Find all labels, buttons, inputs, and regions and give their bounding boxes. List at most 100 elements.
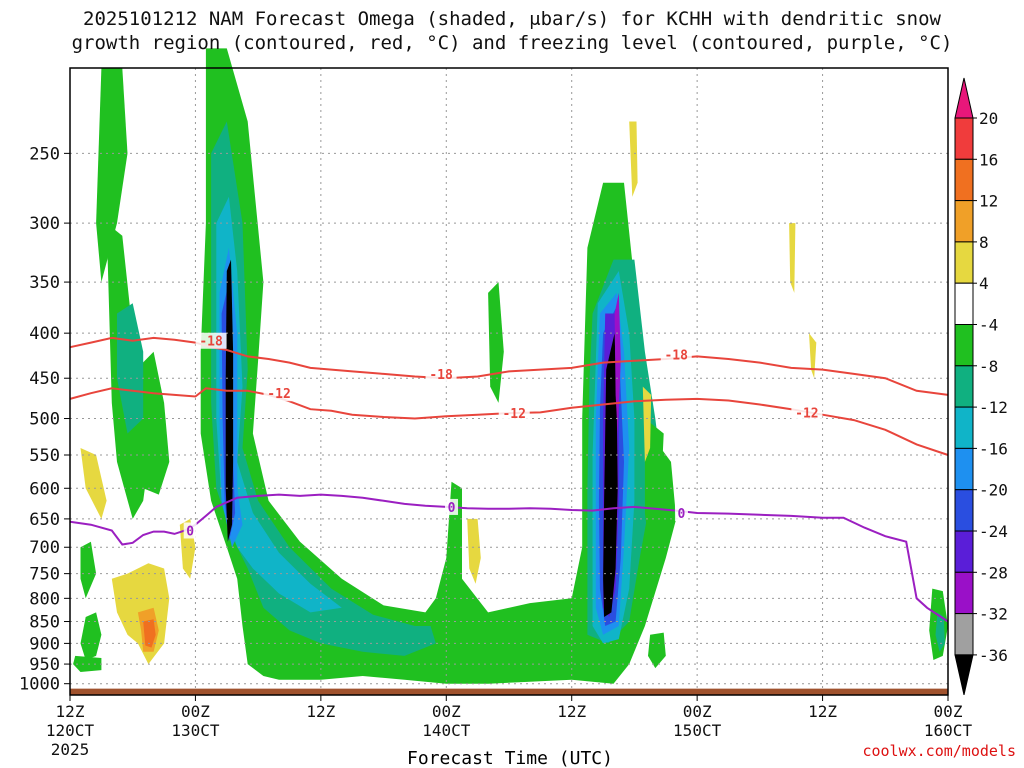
omega-shading <box>73 48 948 684</box>
contour-label-5: -12 <box>795 406 818 421</box>
y-tick-label-450: 450 <box>29 369 60 389</box>
x-tick-label-5: 00Z <box>683 702 712 721</box>
colorbar-label-4: 4 <box>979 274 989 293</box>
colorbar-box-8 <box>954 406 974 449</box>
y-tick-label-350: 350 <box>29 273 60 293</box>
x-tick-label-4: 12Z <box>557 702 586 721</box>
omega-area-27 <box>644 418 664 558</box>
y-tick-label-550: 550 <box>29 446 60 466</box>
omega-area-0 <box>96 68 128 283</box>
colorbar-label-2: 12 <box>979 192 998 211</box>
omega-area-25 <box>467 518 481 584</box>
contour-label-bg-7 <box>445 498 459 515</box>
y-tick-label-1000: 1000 <box>19 675 60 695</box>
omega-area-34 <box>648 632 666 669</box>
colorbar-box-13 <box>954 613 974 656</box>
contour-line-2 <box>69 493 949 623</box>
x-tick-label-2: 12Z <box>306 702 335 721</box>
x-tick-year-0: 2025 <box>51 740 90 759</box>
colorbar-label-12: -32 <box>979 605 1008 624</box>
colorbar-box-11 <box>954 530 974 573</box>
y-tick-label-300: 300 <box>29 214 60 234</box>
omega-area-4 <box>80 448 107 519</box>
colorbar: 20 16 12 8 4 -4 -8 -12 -16 -20 -24 -28 -32 -36 <box>954 77 1008 696</box>
contour-label-8: 0 <box>678 507 686 522</box>
contour-label-bg-6 <box>183 522 197 539</box>
omega-area-11 <box>73 655 102 672</box>
contour-label-bg-2 <box>425 365 457 382</box>
colorbar-box-6 <box>954 324 974 367</box>
chart-title-line-2: growth region (contoured, red, °C) and f… <box>71 32 953 54</box>
contour-line-1 <box>69 387 949 456</box>
colorbar-label-5: -4 <box>979 316 998 335</box>
omega-area-3 <box>117 303 144 434</box>
omega-area-7 <box>143 619 156 648</box>
chart-title-line-1: 2025101212 NAM Forecast Omega (shaded, μ… <box>83 8 941 30</box>
colorbar-label-3: 8 <box>979 233 989 252</box>
colorbar-label-9: -20 <box>979 481 1008 500</box>
contour-label-bg-4 <box>660 346 692 363</box>
contour-label-0: -18 <box>199 335 223 350</box>
contour-label-7: 0 <box>448 501 456 516</box>
colorbar-label-1: 16 <box>979 150 998 169</box>
y-tick-label-500: 500 <box>29 410 60 430</box>
colorbar-box-3 <box>954 200 974 243</box>
omega-area-24 <box>614 292 621 434</box>
y-tick-label-700: 700 <box>29 538 60 558</box>
x-tick-label-6: 12Z <box>808 702 837 721</box>
contour-label-bg-1 <box>263 385 295 402</box>
y-tick-label-600: 600 <box>29 479 60 499</box>
plot-frame <box>69 67 949 696</box>
colorbar-label-7: -12 <box>979 398 1008 417</box>
x-tick-label-7: 00Z <box>934 702 963 721</box>
y-tick-label-800: 800 <box>29 589 60 609</box>
omega-area-29 <box>642 386 652 462</box>
colorbar-box-12 <box>954 571 974 615</box>
omega-area-28 <box>629 121 638 197</box>
colorbar-box-5 <box>954 282 974 326</box>
colorbar-label-11: -28 <box>979 563 1008 582</box>
y-tick-label-850: 850 <box>29 613 60 633</box>
ground-terrain <box>70 688 948 695</box>
contour-label-bg-8 <box>674 504 688 521</box>
colorbar-label-8: -16 <box>979 439 1008 458</box>
y-axis: 2503003504004505005506006507007508008509… <box>19 144 70 695</box>
contour-label-bg-3 <box>498 405 530 422</box>
omega-area-30 <box>789 223 796 293</box>
omega-area-33 <box>935 612 945 652</box>
x-tick-date-1: 130CT <box>171 721 220 740</box>
x-tick-date-5: 150CT <box>673 721 722 740</box>
contour-label-bg-0 <box>195 332 227 349</box>
omega-area-22 <box>225 259 234 542</box>
source-credit: coolwx.com/models <box>862 742 1016 760</box>
x-tick-date-7: 160CT <box>924 721 973 740</box>
contour-labels: -18 -12 -18 -12 -18 -12 0 0 0 <box>183 332 823 539</box>
colorbar-box-7 <box>954 365 974 408</box>
colorbar-box-2 <box>954 158 974 202</box>
contour-label-4: -18 <box>664 349 688 364</box>
omega-area-31 <box>809 333 817 379</box>
contour-label-bg-5 <box>791 404 823 421</box>
colorbar-box-9 <box>954 447 974 491</box>
colorbar-arrow-bottom <box>954 654 974 696</box>
x-tick-label-1: 00Z <box>181 702 210 721</box>
x-tick-label-3: 00Z <box>432 702 461 721</box>
colorbar-box-10 <box>954 489 974 532</box>
contour-label-2: -18 <box>429 368 453 383</box>
colorbar-arrow-top <box>954 77 974 119</box>
colorbar-box-1 <box>954 117 974 160</box>
y-tick-label-750: 750 <box>29 565 60 585</box>
omega-area-26 <box>488 282 504 403</box>
x-axis-label: Forecast Time (UTC) <box>407 748 613 768</box>
y-tick-label-400: 400 <box>29 324 60 344</box>
colorbar-label-0: 20 <box>979 109 998 128</box>
x-tick-date-3: 140CT <box>422 721 471 740</box>
x-tick-date-0: 120CT <box>46 721 95 740</box>
omega-area-15 <box>216 196 342 613</box>
contour-label-3: -12 <box>502 407 525 422</box>
contour-label-6: 0 <box>186 524 194 539</box>
colorbar-label-13: -36 <box>979 646 1008 665</box>
x-tick-label-0: 12Z <box>56 702 85 721</box>
